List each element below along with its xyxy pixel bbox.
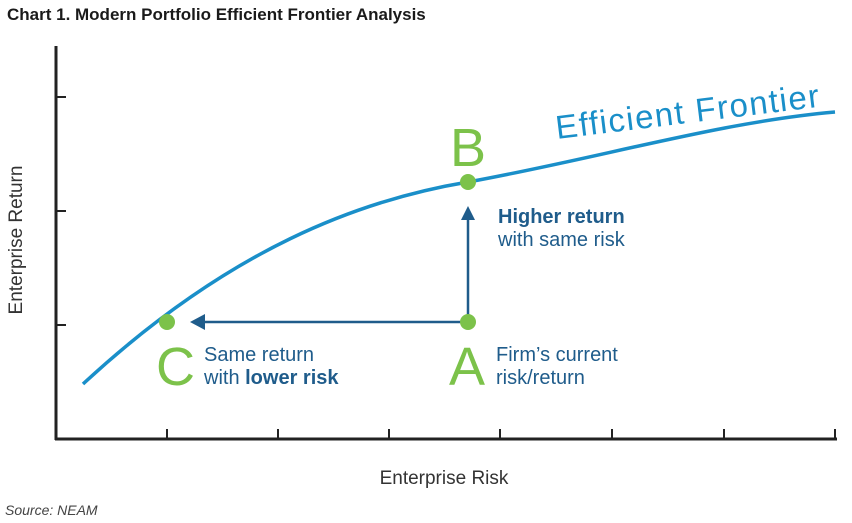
note-a-line2: risk/return	[496, 367, 585, 389]
note-b-line1: Higher return	[498, 206, 625, 228]
source-note: Source: NEAM	[5, 502, 98, 518]
note-c-line2-prefix: with	[203, 367, 245, 389]
point-a-label: A	[449, 337, 485, 397]
note-c-line2: with lower risk	[203, 367, 339, 389]
y-ticks	[56, 96, 66, 326]
arrow-a-to-b	[461, 206, 475, 321]
chart-title: Chart 1. Modern Portfolio Efficient Fron…	[7, 5, 426, 24]
note-a-line1: Firm’s current	[496, 344, 618, 366]
arrow-a-to-c	[190, 314, 468, 330]
point-c-label: C	[156, 337, 195, 397]
point-b	[460, 174, 476, 190]
note-c-line2-bold: lower risk	[245, 367, 339, 389]
point-a	[460, 314, 476, 330]
point-c	[159, 314, 175, 330]
x-axis-label: Enterprise Risk	[380, 468, 509, 489]
note-b-line2: with same risk	[497, 229, 626, 251]
y-axis-label: Enterprise Return	[6, 166, 27, 315]
x-ticks	[166, 429, 836, 439]
note-c-line1: Same return	[204, 344, 314, 366]
point-b-label: B	[450, 118, 486, 178]
